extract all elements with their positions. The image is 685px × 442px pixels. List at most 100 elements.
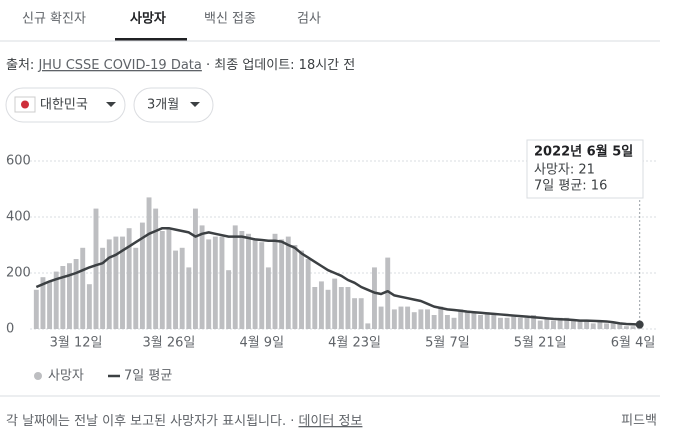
bar	[73, 259, 79, 329]
tooltip-line: 7일 평균: 16	[534, 179, 607, 194]
bar	[358, 298, 364, 329]
dropdown-arrow	[106, 102, 116, 107]
tab-selected[interactable]: 사망자	[130, 11, 166, 27]
source-link[interactable]: JHU CSSE COVID-19 Data	[37, 58, 201, 73]
dropdown-arrow	[190, 102, 200, 107]
bar	[458, 309, 464, 329]
update-time: · 최종 업데이트: 18시간 전	[206, 58, 355, 73]
bar	[438, 306, 444, 329]
bar	[47, 281, 53, 329]
x-tick-label: 4월 23일	[328, 336, 381, 351]
data-info-link[interactable]: 데이터 정보	[299, 414, 363, 429]
bar	[604, 323, 609, 329]
x-tick-label: 4월 9일	[239, 336, 284, 351]
bar	[491, 315, 497, 329]
legend-dot	[34, 372, 42, 380]
bar	[504, 317, 510, 329]
bar	[120, 236, 125, 329]
tab[interactable]: 검사	[297, 12, 321, 27]
bar	[365, 323, 371, 329]
y-tick-label: 600	[6, 154, 31, 169]
bar	[173, 250, 179, 329]
bar	[610, 323, 616, 329]
bar	[411, 312, 417, 329]
bar	[531, 315, 537, 329]
bar	[617, 323, 623, 329]
bar	[338, 287, 344, 329]
bar	[312, 287, 318, 329]
bar	[179, 247, 185, 329]
x-tick-label: 3월 26일	[142, 336, 195, 351]
bar	[478, 315, 484, 329]
bar	[584, 320, 590, 329]
legend-label: 사망자	[48, 369, 84, 384]
footer-note: 각 날짜에는 전날 이후 보고된 사망자가 표시됩니다. · 데이터 정보	[6, 414, 362, 429]
bar	[53, 271, 59, 329]
tab[interactable]: 백신 접종	[204, 12, 256, 27]
hover-point	[635, 320, 644, 329]
bar	[524, 317, 530, 329]
bar	[471, 312, 477, 329]
bar	[564, 317, 570, 329]
bar	[444, 315, 450, 329]
tooltip-line: 사망자: 21	[534, 163, 595, 178]
bar	[153, 208, 159, 329]
y-tick-label: 200	[6, 266, 31, 281]
feedback-link[interactable]: 피드백	[621, 414, 657, 429]
y-tick-label: 0	[6, 322, 14, 337]
bar	[186, 267, 192, 329]
bar	[67, 263, 72, 329]
bar	[146, 197, 152, 329]
tooltip-box	[526, 139, 644, 199]
tab-indicator	[115, 38, 187, 41]
bar	[405, 306, 411, 329]
range-label: 3개월	[147, 98, 179, 113]
legend-label: 7일 평균	[124, 369, 172, 384]
x-tick-label: 5월 21일	[514, 336, 567, 351]
bar	[80, 247, 86, 329]
bar	[345, 287, 351, 329]
bar	[232, 225, 238, 329]
bar	[630, 326, 636, 329]
bar	[86, 284, 92, 329]
average-line	[35, 226, 640, 326]
y-tick-label: 400	[6, 210, 31, 225]
bar	[166, 228, 172, 329]
country-dropdown[interactable]	[5, 87, 126, 123]
source-line: 출처: JHU CSSE COVID-19 Data · 최종 업데이트: 18…	[6, 58, 355, 73]
bar	[285, 236, 291, 329]
x-tick-label: 5월 7일	[425, 336, 470, 351]
bar	[219, 236, 225, 329]
bar	[279, 239, 285, 329]
x-tick-label: 6월 4일	[611, 336, 656, 351]
bar	[159, 231, 165, 329]
bar	[590, 323, 596, 329]
bar	[40, 277, 46, 329]
bar	[226, 270, 232, 329]
tooltip-date: 2022년 6월 5일	[534, 144, 633, 160]
tab[interactable]: 신규 확진자	[22, 12, 86, 27]
x-tick-label: 3월 12일	[50, 336, 103, 351]
bar	[391, 309, 397, 329]
bar	[239, 231, 245, 329]
bar	[378, 306, 384, 329]
bar	[299, 250, 304, 329]
bar	[425, 309, 430, 329]
bar	[318, 281, 324, 329]
bar	[93, 208, 99, 329]
range-dropdown[interactable]	[133, 87, 214, 123]
bar	[557, 317, 563, 329]
bar	[292, 245, 298, 329]
footer-text: 각 날짜에는 전날 이후 보고된 사망자가 표시됩니다. ·	[6, 414, 294, 429]
bar	[100, 247, 106, 329]
bar	[577, 320, 583, 329]
bar	[372, 267, 377, 329]
bar	[431, 315, 437, 329]
bar	[259, 242, 265, 329]
bar	[133, 247, 139, 329]
bar	[511, 315, 517, 329]
country-label: 대한민국	[40, 98, 88, 113]
bar	[484, 312, 490, 329]
